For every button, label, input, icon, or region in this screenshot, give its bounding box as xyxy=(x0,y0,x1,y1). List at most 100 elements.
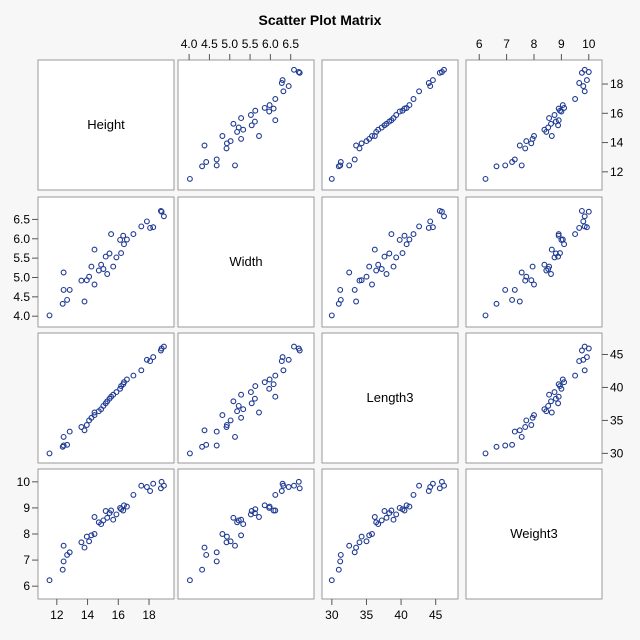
data-point xyxy=(559,376,566,383)
data-point xyxy=(546,391,553,398)
data-point xyxy=(291,66,297,73)
data-point xyxy=(337,551,344,558)
data-point xyxy=(285,356,292,363)
data-point xyxy=(247,389,254,396)
data-point xyxy=(113,389,120,396)
data-point xyxy=(528,277,535,284)
data-point xyxy=(219,133,226,139)
data-point xyxy=(272,491,279,498)
data-point xyxy=(201,427,208,434)
data-point xyxy=(393,511,400,518)
data-point xyxy=(266,385,273,392)
data-point xyxy=(150,480,157,487)
data-point xyxy=(113,511,120,518)
data-point xyxy=(369,281,375,288)
data-point xyxy=(337,162,344,169)
data-point xyxy=(147,224,154,231)
data-point xyxy=(555,400,562,407)
data-point xyxy=(375,261,382,268)
data-point xyxy=(280,88,287,95)
data-point xyxy=(522,145,529,152)
data-point xyxy=(251,395,258,402)
data-point xyxy=(120,232,127,239)
data-point xyxy=(583,77,590,84)
tick-label: 6 xyxy=(23,579,30,593)
data-point xyxy=(295,478,302,485)
data-point xyxy=(511,156,518,163)
panel-frame xyxy=(177,59,315,191)
data-point xyxy=(238,516,245,523)
data-point xyxy=(201,142,208,149)
panel-length3-vs-width xyxy=(177,332,315,464)
data-point xyxy=(117,236,124,243)
data-point xyxy=(91,246,98,253)
data-point xyxy=(516,142,523,149)
data-point xyxy=(516,298,523,305)
data-point xyxy=(425,80,432,86)
data-point xyxy=(252,383,259,390)
data-point xyxy=(247,112,254,118)
data-point xyxy=(546,115,553,122)
data-point xyxy=(441,213,447,220)
data-point xyxy=(427,83,434,90)
data-point xyxy=(160,213,167,220)
data-point xyxy=(401,232,408,239)
data-point xyxy=(346,542,353,549)
data-point xyxy=(441,66,447,73)
data-point xyxy=(91,514,98,520)
data-point xyxy=(108,507,115,514)
data-point xyxy=(522,424,529,430)
tick-label: 40 xyxy=(610,380,624,394)
chart-title: Scatter Plot Matrix xyxy=(259,12,382,28)
data-point xyxy=(59,566,66,573)
data-point xyxy=(482,450,489,457)
data-point xyxy=(232,542,238,549)
panel-weight3-vs-height xyxy=(37,468,175,600)
panel-width-vs-length3 xyxy=(321,196,459,328)
data-point xyxy=(531,412,537,419)
data-point xyxy=(234,408,241,415)
tick-label: 30 xyxy=(325,608,339,622)
panel-frame xyxy=(37,468,175,600)
data-point xyxy=(373,267,380,274)
data-point xyxy=(545,402,552,409)
variable-label: Length3 xyxy=(367,390,414,405)
panel-frame xyxy=(177,468,315,600)
data-point xyxy=(416,223,423,230)
data-point xyxy=(121,241,127,248)
data-point xyxy=(410,96,417,102)
data-point xyxy=(369,531,375,537)
data-point xyxy=(363,538,370,545)
data-point xyxy=(64,441,71,448)
data-point xyxy=(429,77,436,84)
data-point xyxy=(576,224,583,231)
data-point xyxy=(238,414,245,421)
data-point xyxy=(545,124,552,131)
data-point xyxy=(548,133,555,139)
data-point xyxy=(238,115,245,122)
data-point xyxy=(219,412,226,419)
tick-label: 16 xyxy=(610,106,624,120)
data-point xyxy=(86,273,93,280)
data-point xyxy=(138,367,145,374)
data-point xyxy=(522,277,529,284)
data-point xyxy=(386,250,393,257)
data-point xyxy=(247,511,254,518)
tick-label: 9 xyxy=(23,501,30,515)
data-point xyxy=(223,422,230,428)
data-point xyxy=(518,162,525,169)
data-point xyxy=(482,312,489,319)
data-point xyxy=(252,506,259,513)
tick-label: 4.5 xyxy=(13,290,30,304)
data-point xyxy=(583,224,590,231)
tick-label: 6.5 xyxy=(13,212,30,226)
data-point xyxy=(502,162,509,169)
data-point xyxy=(363,273,370,280)
data-point xyxy=(531,281,537,288)
data-point xyxy=(279,480,286,487)
data-point xyxy=(130,491,137,498)
data-point xyxy=(581,367,588,374)
data-point xyxy=(199,566,206,573)
data-point xyxy=(91,412,98,419)
data-point xyxy=(186,450,193,457)
